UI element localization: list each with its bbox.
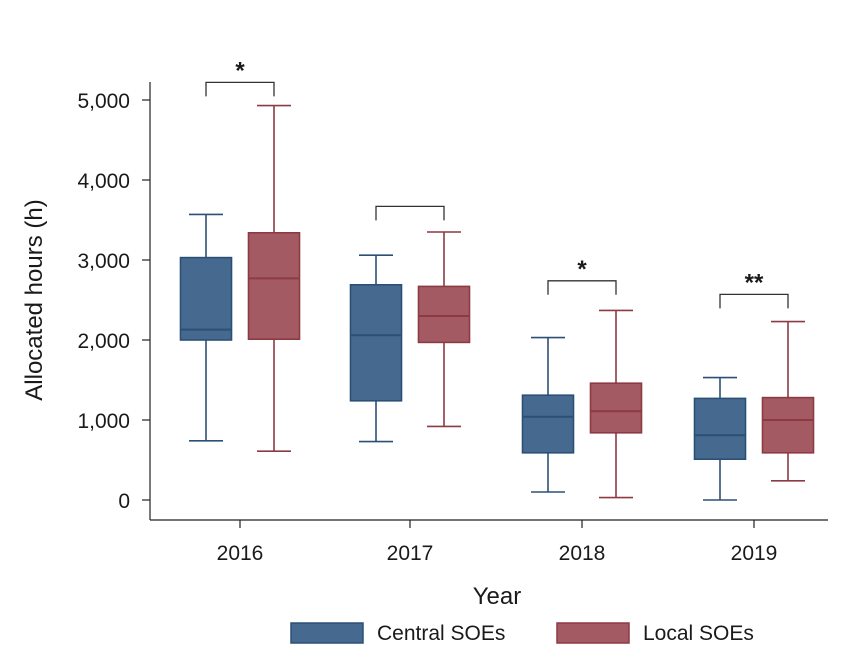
- local-soes-box: [589, 382, 643, 434]
- x-tick-label: 2019: [731, 542, 778, 565]
- local-soes-box: [417, 285, 471, 344]
- x-tick-label: 2018: [559, 542, 606, 565]
- central-soes-box: [693, 397, 747, 460]
- y-tick-label: 4,000: [77, 170, 130, 193]
- significance-label: *: [577, 256, 587, 283]
- local-soes-box: [761, 396, 815, 454]
- y-axis-title: Allocated hours (h): [21, 199, 48, 400]
- significance-bracket: [547, 280, 617, 295]
- y-tick-label: 3,000: [77, 250, 130, 273]
- legend-label-central-soes: Central SOEs: [377, 622, 505, 645]
- x-tick-label: 2017: [387, 542, 434, 565]
- central-soes-box: [179, 256, 233, 341]
- x-tick-label: 2016: [217, 542, 264, 565]
- legend-swatch-local-soes: [556, 622, 630, 644]
- y-tick-label: 0: [118, 490, 130, 513]
- significance-bracket: [719, 293, 789, 309]
- y-tick-label: 5,000: [77, 90, 130, 113]
- legend-swatch-central-soes: [290, 622, 364, 644]
- central-soes-box: [349, 283, 403, 402]
- local-soes-box: [247, 232, 301, 341]
- central-soes-box: [521, 394, 575, 454]
- significance-label: *: [235, 57, 245, 84]
- y-tick-label: 1,000: [77, 410, 130, 433]
- significance-bracket: [205, 81, 275, 97]
- significance-label: **: [745, 269, 764, 296]
- x-axis-title: Year: [473, 583, 522, 610]
- significance-bracket: [375, 205, 445, 221]
- legend-label-local-soes: Local SOEs: [643, 622, 754, 645]
- y-tick-label: 2,000: [77, 330, 130, 353]
